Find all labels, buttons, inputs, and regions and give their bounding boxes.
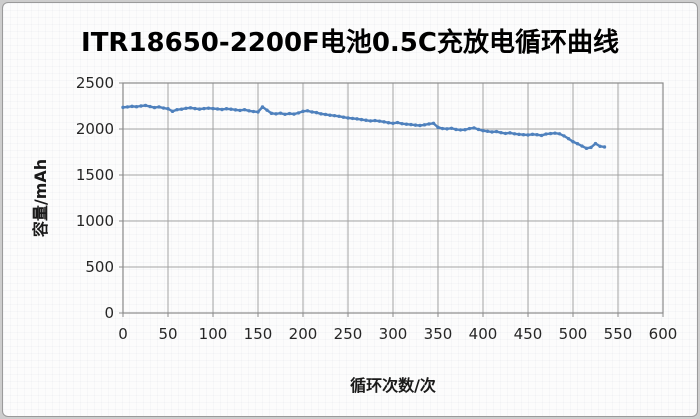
x-tick-labels: 0 50 100 150 200 250 300 350 400 450 500 550 600 <box>118 325 677 343</box>
axis-ticks <box>119 82 664 317</box>
x-tick-label: 400 <box>469 325 498 343</box>
x-tick-label: 0 <box>118 325 128 343</box>
x-tick-label: 350 <box>424 325 453 343</box>
series-markers <box>121 103 607 151</box>
x-tick-label: 100 <box>199 325 228 343</box>
y-tick-label: 1000 <box>76 212 114 230</box>
x-tick-label: 150 <box>244 325 273 343</box>
x-tick-label: 450 <box>514 325 543 343</box>
y-tick-label: 1500 <box>76 166 114 184</box>
chart-title: ITR18650-2200F电池0.5C充放电循环曲线 <box>81 28 619 58</box>
y-tick-labels: 0 500 1000 1500 2000 2500 <box>76 74 114 322</box>
gridlines <box>123 83 663 313</box>
y-tick-label: 500 <box>85 258 114 276</box>
x-tick-label: 200 <box>289 325 318 343</box>
x-tick-label: 600 <box>649 325 678 343</box>
y-tick-label: 2500 <box>76 74 114 92</box>
y-tick-label: 0 <box>104 304 114 322</box>
x-tick-label: 250 <box>334 325 363 343</box>
x-tick-label: 550 <box>604 325 633 343</box>
series-line <box>121 104 606 150</box>
x-tick-label: 300 <box>379 325 408 343</box>
x-tick-label: 500 <box>559 325 588 343</box>
y-tick-label: 2000 <box>76 120 114 138</box>
x-axis-title: 循环次数/次 <box>350 376 436 395</box>
x-tick-label: 50 <box>158 325 177 343</box>
